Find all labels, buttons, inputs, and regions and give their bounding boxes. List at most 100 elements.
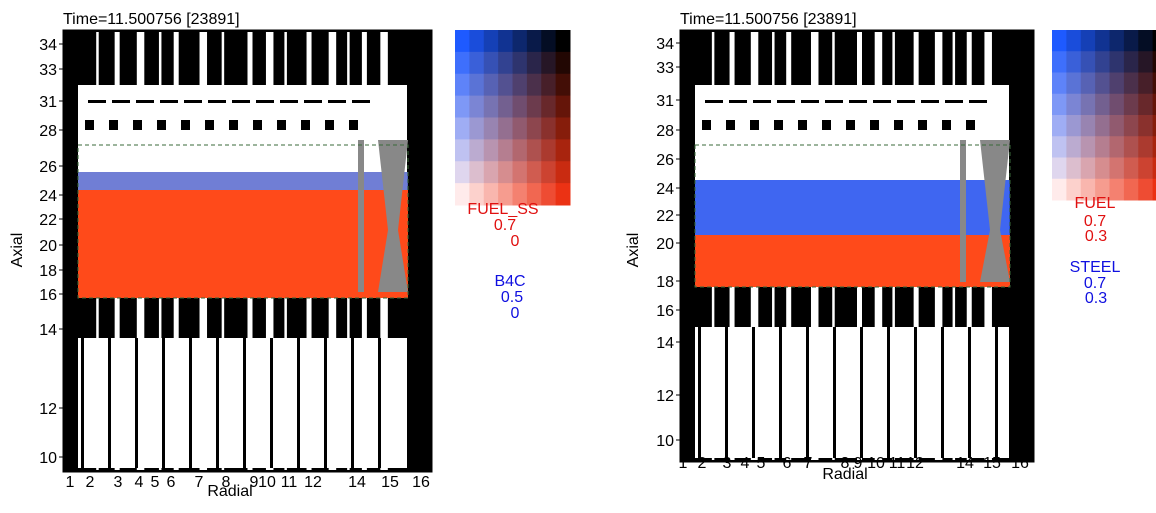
legend-cell — [484, 139, 499, 161]
legend-cell — [527, 118, 542, 140]
legend-cell — [1066, 136, 1081, 158]
y-tick-label: 22 — [39, 212, 57, 229]
legend-cell — [469, 30, 484, 52]
legend-cell — [1081, 158, 1096, 180]
dash — [729, 100, 747, 103]
legend-cell — [484, 30, 499, 52]
block — [774, 120, 783, 130]
legend-cell — [1124, 73, 1139, 95]
legend-cell — [1138, 94, 1153, 116]
legend-cell — [1052, 30, 1067, 52]
legend-cell — [556, 139, 571, 161]
y-tick-label: 34 — [656, 36, 674, 53]
lower-bar — [833, 327, 836, 458]
legend-cell — [1066, 51, 1081, 73]
legend-cell — [1124, 136, 1139, 158]
legend-cell — [1066, 158, 1081, 180]
lower-bar — [243, 338, 246, 468]
legend-cell — [1052, 73, 1067, 95]
legend-cell — [513, 96, 528, 118]
y-tick-label: 34 — [39, 37, 57, 54]
legend-cell — [1052, 51, 1067, 73]
legend-cell — [1066, 73, 1081, 95]
legend-cell — [1124, 115, 1139, 137]
dash — [136, 100, 154, 103]
legend-cell — [1124, 158, 1139, 180]
y-axis-label: Axial — [9, 233, 26, 268]
legend-cell — [1110, 51, 1125, 73]
dash — [897, 100, 915, 103]
lower-zone — [695, 327, 1009, 458]
lower-bar — [995, 327, 998, 458]
dash — [88, 100, 106, 103]
legend-cell — [1052, 115, 1067, 137]
lower-bar — [162, 338, 165, 468]
block — [109, 120, 118, 130]
block — [157, 120, 166, 130]
legend-cell — [1095, 115, 1110, 137]
right-column — [1014, 30, 1034, 462]
x-tick-label: 15 — [983, 455, 1001, 472]
x-tick-label: 16 — [412, 474, 430, 491]
block — [301, 120, 310, 130]
y-tick-label: 31 — [39, 94, 57, 111]
legend-cell — [1052, 94, 1067, 116]
legend-label: 0 — [511, 305, 520, 322]
dash — [801, 100, 819, 103]
legend-cell — [513, 118, 528, 140]
block — [133, 120, 142, 130]
legend-cell — [556, 96, 571, 118]
lower-bar — [324, 338, 327, 468]
legend-cell — [498, 161, 513, 183]
x-tick-label: 12 — [304, 474, 322, 491]
x-tick-label: 10 — [867, 455, 885, 472]
block — [277, 120, 286, 130]
dash — [232, 100, 250, 103]
y-tick-label: 22 — [656, 208, 674, 225]
x-tick-label: 6 — [167, 474, 176, 491]
lower-bar — [779, 327, 782, 458]
x-tick-label: 10 — [258, 474, 276, 491]
x-tick-label: 1 — [679, 455, 688, 472]
y-tick-label: 16 — [39, 287, 57, 304]
block — [822, 120, 831, 130]
legend-cell — [1124, 179, 1139, 201]
legend-cell — [556, 161, 571, 183]
y-tick-label: 14 — [39, 322, 57, 339]
legend-cell — [455, 30, 470, 52]
dash — [352, 100, 370, 103]
dash — [208, 100, 226, 103]
y-tick-label: 16 — [656, 303, 674, 320]
lower-bar — [725, 327, 728, 458]
legend-cell — [1138, 136, 1153, 158]
legend-cell — [527, 52, 542, 74]
legend-label: 0.3 — [1085, 290, 1107, 307]
y-tick-label: 26 — [39, 159, 57, 176]
legend-cell — [455, 118, 470, 140]
y-tick-label: 10 — [39, 450, 57, 467]
legend-cell — [541, 96, 556, 118]
legend-cell — [1138, 51, 1153, 73]
legend-cell — [1124, 30, 1139, 52]
dash — [304, 100, 322, 103]
dash — [160, 100, 178, 103]
lower-bar — [860, 327, 863, 458]
legend-cell — [1066, 30, 1081, 52]
lower-bar — [941, 327, 944, 458]
page: {"panels":[ {"time":"Time=11.500756 [238… — [0, 0, 1156, 513]
block — [181, 120, 190, 130]
dash — [777, 100, 795, 103]
legend-cell — [1081, 94, 1096, 116]
lower-bar — [914, 327, 917, 458]
x-tick-label: 12 — [906, 455, 924, 472]
legend-cell — [1081, 30, 1096, 52]
lower-bar — [270, 338, 273, 468]
legend-cell — [541, 74, 556, 96]
dash — [112, 100, 130, 103]
legend-cell — [498, 52, 513, 74]
legend-cell — [556, 30, 571, 52]
legend-label: FUEL_SS — [467, 201, 538, 218]
x-tick-label: 4 — [135, 474, 144, 491]
lower-bar — [189, 338, 192, 468]
legend-cell — [1153, 115, 1156, 137]
